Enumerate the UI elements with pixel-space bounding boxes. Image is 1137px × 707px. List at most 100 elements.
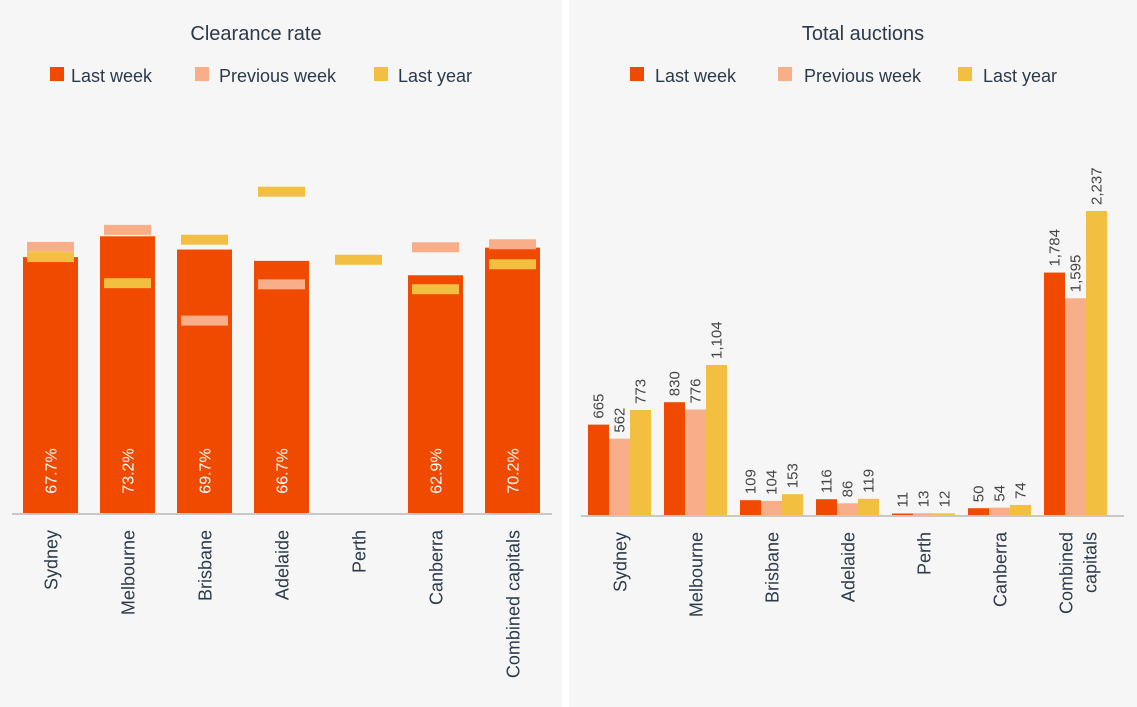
value-label-last-year-melbourne: 1,104 — [709, 321, 726, 359]
bar-previous-week-perth — [913, 513, 934, 515]
x-tick-melbourne: Melbourne — [687, 532, 707, 617]
bar-label-brisbane: 69.7% — [198, 448, 215, 493]
legend-swatch-last-week — [50, 67, 64, 81]
x-tick-perth: Perth — [915, 532, 935, 575]
value-label-previous-week-brisbane: 104 — [764, 470, 781, 495]
bar-last-year-combined-capitals — [1086, 211, 1107, 515]
chart-title: Total auctions — [802, 23, 924, 45]
marker-last-year-brisbane — [181, 234, 228, 245]
clearance-rate-panel: Clearance rate Last week Previous week L… — [0, 0, 562, 707]
value-label-last-year-perth: 12 — [937, 491, 954, 508]
marker-last-year-combined-capitals — [489, 259, 536, 270]
x-tick-canberra: Canberra — [427, 529, 447, 605]
bar-last-week-sydney — [23, 257, 78, 513]
bar-last-year-sydney — [630, 409, 651, 515]
value-label-last-week-melbourne: 830 — [667, 371, 684, 396]
marker-last-year-sydney — [27, 252, 74, 263]
x-tick-sydney: Sydney — [42, 530, 62, 590]
bar-last-year-adelaide — [858, 498, 879, 515]
legend-swatch-last-year — [374, 67, 388, 81]
x-tick-adelaide: Adelaide — [273, 530, 293, 600]
legend-label-last-year: Last year — [398, 66, 472, 86]
legend-label-previous-week: Previous week — [219, 66, 337, 86]
marker-previous-week-sydney — [27, 241, 74, 252]
bar-last-year-perth — [934, 513, 955, 515]
x-tick-combined-capitals: Combined capitals — [504, 530, 524, 678]
value-label-previous-week-perth: 13 — [916, 491, 933, 508]
plot-area: 67.7% Sydney 73.2% Melbourne 69.7% Brisbane 66… — [23, 186, 540, 678]
legend-swatch-last-week — [630, 67, 644, 81]
value-label-previous-week-adelaide: 86 — [840, 481, 857, 498]
bar-last-week-sydney — [588, 424, 609, 515]
bar-previous-week-adelaide — [837, 503, 858, 515]
value-label-previous-week-combined-capitals: 1,595 — [1068, 255, 1085, 293]
value-label-last-week-adelaide: 116 — [819, 469, 836, 493]
x-tick-brisbane: Brisbane — [763, 532, 783, 603]
bar-last-week-adelaide — [254, 260, 309, 513]
value-label-last-week-brisbane: 109 — [743, 469, 760, 494]
marker-previous-week-canberra — [412, 242, 459, 253]
bar-previous-week-brisbane — [761, 500, 782, 515]
total-auctions-panel: Total auctions Last week Previous week L… — [569, 0, 1137, 707]
bar-last-year-melbourne — [706, 364, 727, 515]
value-label-last-year-adelaide: 119 — [861, 469, 878, 493]
legend-label-last-year: Last year — [983, 66, 1057, 86]
legend-swatch-last-year — [958, 67, 972, 81]
x-tick-melbourne: Melbourne — [119, 530, 139, 615]
x-tick-combined-capitals-line-1: Combined — [1057, 532, 1077, 614]
marker-last-year-canberra — [412, 284, 459, 295]
x-tick-perth: Perth — [350, 530, 370, 573]
value-label-previous-week-melbourne: 776 — [688, 379, 705, 404]
bar-last-week-melbourne — [664, 402, 685, 515]
bar-previous-week-sydney — [609, 438, 630, 515]
legend-label-previous-week: Previous week — [804, 66, 922, 86]
value-label-last-week-perth: 11 — [895, 492, 912, 508]
bar-label-adelaide: 66.7% — [275, 448, 292, 493]
value-label-previous-week-sydney: 562 — [612, 408, 629, 433]
bar-last-year-canberra — [1010, 504, 1031, 515]
bar-label-combined-capitals: 70.2% — [506, 448, 523, 493]
marker-last-year-melbourne — [104, 278, 151, 289]
value-label-last-week-combined-capitals: 1,784 — [1047, 229, 1064, 267]
bar-label-melbourne: 73.2% — [121, 448, 138, 493]
marker-previous-week-brisbane — [181, 315, 228, 326]
legend-label-last-week: Last week — [655, 66, 737, 86]
marker-previous-week-melbourne — [104, 224, 151, 235]
value-label-last-week-sydney: 665 — [591, 394, 608, 419]
bar-last-week-combined-capitals — [1044, 272, 1065, 515]
value-label-last-year-brisbane: 153 — [785, 463, 802, 488]
bar-last-week-brisbane — [740, 500, 761, 515]
bar-last-week-adelaide — [816, 499, 837, 515]
bar-previous-week-combined-capitals — [1065, 298, 1086, 515]
marker-previous-week-adelaide — [258, 279, 305, 290]
clearance-rate-chart: Clearance rate Last week Previous week L… — [12, 23, 552, 678]
x-tick-sydney: Sydney — [611, 532, 631, 592]
legend-swatch-previous-week — [195, 67, 209, 81]
bar-previous-week-canberra — [989, 507, 1010, 515]
value-label-last-year-canberra: 74 — [1013, 482, 1030, 499]
bar-last-week-brisbane — [177, 249, 232, 513]
value-label-last-year-sydney: 773 — [633, 379, 650, 404]
x-tick-adelaide: Adelaide — [839, 532, 859, 602]
marker-last-year-perth — [335, 254, 382, 265]
marker-previous-week-combined-capitals — [489, 239, 536, 250]
bar-previous-week-melbourne — [685, 409, 706, 515]
bar-label-sydney: 67.7% — [44, 448, 61, 493]
bar-last-week-canberra — [968, 508, 989, 515]
x-tick-canberra: Canberra — [991, 531, 1011, 607]
value-label-last-week-canberra: 50 — [971, 486, 988, 503]
bar-last-week-combined-capitals — [485, 247, 540, 514]
value-label-last-year-combined-capitals: 2,237 — [1089, 167, 1106, 205]
legend-label-last-week: Last week — [71, 66, 153, 86]
bar-last-year-brisbane — [782, 494, 803, 515]
chart-title: Clearance rate — [190, 23, 321, 45]
bar-last-week-canberra — [408, 275, 463, 513]
x-tick-brisbane: Brisbane — [196, 530, 216, 601]
x-tick-combined-capitals-line-2: capitals — [1081, 532, 1101, 593]
bar-last-week-perth — [892, 513, 913, 515]
marker-last-year-adelaide — [258, 186, 305, 197]
legend-swatch-previous-week — [778, 67, 792, 81]
total-auctions-chart: Total auctions Last week Previous week L… — [581, 23, 1124, 617]
value-label-previous-week-canberra: 54 — [992, 485, 1009, 502]
